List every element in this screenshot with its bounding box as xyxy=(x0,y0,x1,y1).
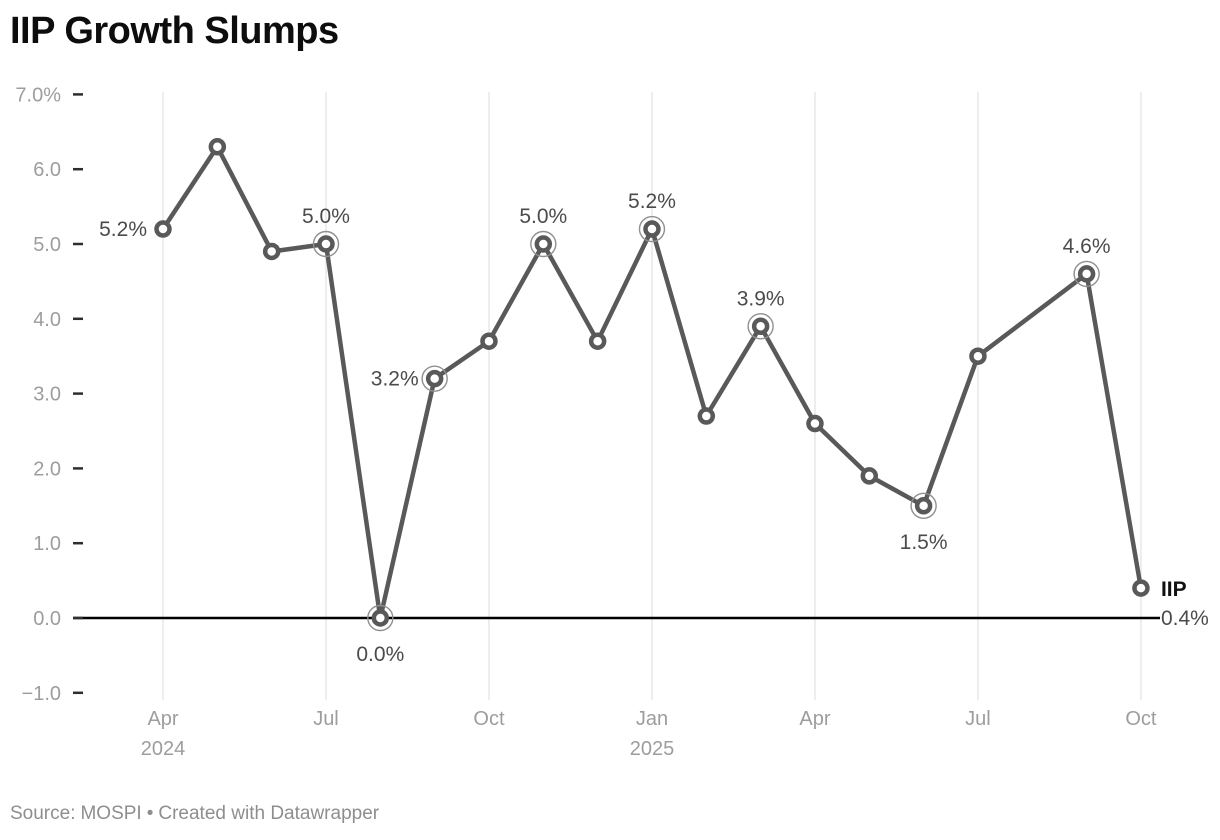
data-point-marker[interactable] xyxy=(697,407,716,425)
series-name-label: IIP xyxy=(1161,578,1187,601)
data-point-marker[interactable] xyxy=(534,235,553,253)
point-value-label: 3.9% xyxy=(737,287,785,310)
data-point-marker[interactable] xyxy=(914,497,933,515)
y-axis-label: 0.0 xyxy=(33,608,61,630)
highlight-ring xyxy=(747,313,774,340)
y-axis-label: −1.0 xyxy=(22,683,61,705)
data-point-marker[interactable] xyxy=(1132,579,1150,597)
data-point-marker[interactable] xyxy=(262,242,281,261)
data-point-marker[interactable] xyxy=(969,347,987,365)
x-axis-label: Apr xyxy=(147,708,178,730)
data-point-marker[interactable] xyxy=(480,332,498,350)
data-point-marker[interactable] xyxy=(208,138,227,156)
y-axis-label: 2.0 xyxy=(33,458,61,480)
x-axis-label: Jan xyxy=(636,708,668,730)
point-value-label: 0.0% xyxy=(356,643,404,666)
datawrapper-attribution[interactable]: Created with Datawrapper xyxy=(158,803,380,824)
highlight-ring xyxy=(421,365,448,392)
data-point-marker[interactable] xyxy=(860,467,879,485)
point-value-label: 3.2% xyxy=(371,368,419,391)
data-point-marker[interactable] xyxy=(154,220,172,238)
y-axis-label: 4.0 xyxy=(33,309,61,331)
y-axis-label: 1.0 xyxy=(33,533,61,555)
iip-series-line xyxy=(160,144,1144,621)
data-point-marker[interactable] xyxy=(1077,265,1096,283)
point-value-label: 4.6% xyxy=(1063,235,1111,258)
highlight-ring xyxy=(312,230,340,258)
data-point-marker[interactable] xyxy=(588,332,607,350)
data-point-marker[interactable] xyxy=(751,317,770,336)
data-point-marker[interactable] xyxy=(806,414,824,433)
point-value-label: 5.0% xyxy=(302,205,350,228)
data-point-marker[interactable] xyxy=(317,235,335,253)
data-point-marker[interactable] xyxy=(425,369,444,388)
x-axis-label: Oct xyxy=(473,708,505,730)
x-axis-year-label: 2025 xyxy=(630,738,675,760)
footer-separator: • xyxy=(146,803,154,824)
chart-footer: Source: MOSPI • Created with Datawrapper xyxy=(10,803,379,825)
x-axis-year-label: 2024 xyxy=(141,738,186,760)
y-axis-label: 5.0 xyxy=(33,234,61,256)
x-axis-label: Oct xyxy=(1125,708,1157,730)
data-point-marker[interactable] xyxy=(643,220,661,238)
chart-title: IIP Growth Slumps xyxy=(10,10,339,52)
highlight-ring xyxy=(1073,260,1100,288)
point-value-label: 5.0% xyxy=(519,205,567,228)
x-axis-label: Jul xyxy=(965,708,991,730)
point-value-label: 5.2% xyxy=(99,218,147,241)
highlight-ring xyxy=(367,604,394,632)
highlight-ring xyxy=(530,230,557,258)
point-value-label: 5.2% xyxy=(628,190,676,213)
y-axis-label: 3.0 xyxy=(33,384,61,406)
x-axis-label: Jul xyxy=(313,708,339,730)
highlight-ring xyxy=(910,492,937,519)
source-name: MOSPI xyxy=(80,803,142,824)
y-axis-label: 7.0% xyxy=(15,84,61,106)
x-axis-label: Apr xyxy=(799,708,830,730)
end-value-label: 0.4% xyxy=(1161,607,1209,630)
source-label: Source: xyxy=(10,803,76,824)
y-axis-label: 6.0 xyxy=(33,159,61,181)
point-value-label: 1.5% xyxy=(900,531,948,554)
data-point-marker[interactable] xyxy=(371,609,390,627)
highlight-ring xyxy=(638,215,666,243)
